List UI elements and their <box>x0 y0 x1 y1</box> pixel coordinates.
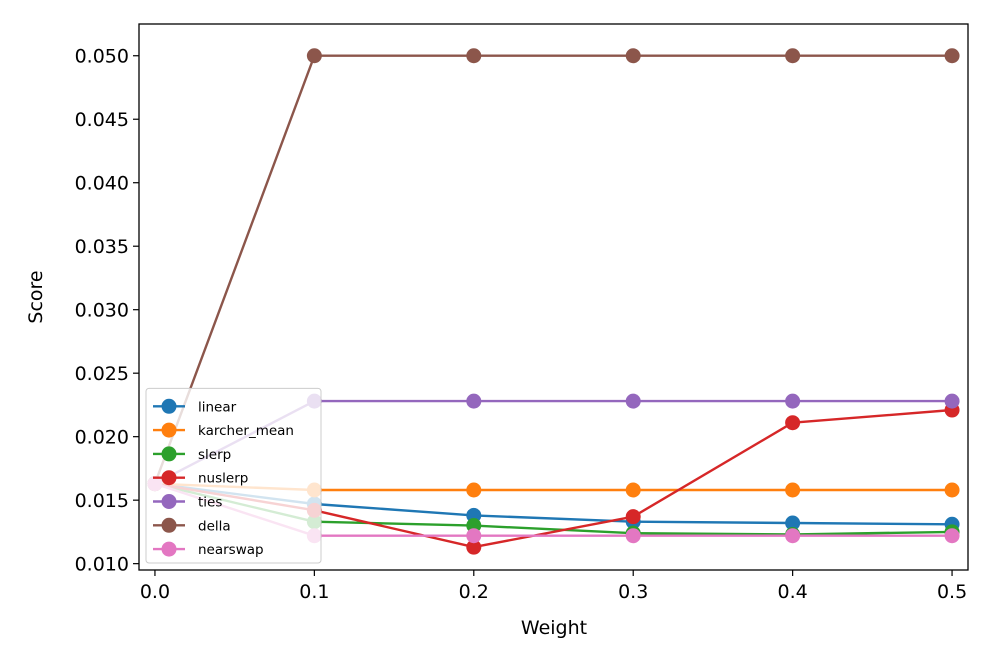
legend-marker <box>161 470 177 486</box>
data-point <box>785 48 801 64</box>
legend-label: karcher_mean <box>198 423 294 439</box>
x-axis: 0.0 0.1 0.2 0.3 0.4 0.5 <box>140 570 967 603</box>
y-axis: 0.010 0.015 0.020 0.025 0.030 0.035 0.040 0.045… <box>75 46 139 576</box>
data-point <box>944 482 960 498</box>
y-tick-label: 0.010 <box>75 554 129 576</box>
data-point <box>625 48 641 64</box>
data-point <box>785 515 801 531</box>
x-tick-label: 0.4 <box>778 581 808 603</box>
y-tick-label: 0.035 <box>75 236 129 258</box>
data-point <box>944 48 960 64</box>
data-point <box>625 509 641 525</box>
legend-label: ties <box>198 495 222 511</box>
legend-entry: slerp <box>153 446 231 463</box>
y-tick-label: 0.030 <box>75 300 129 322</box>
x-axis-title: Weight <box>521 617 587 639</box>
data-point <box>466 482 482 498</box>
legend-label: nearswap <box>198 542 264 558</box>
data-point <box>306 48 322 64</box>
data-point <box>466 393 482 409</box>
data-point <box>466 528 482 544</box>
y-tick-label: 0.015 <box>75 490 129 512</box>
legend-marker <box>161 446 177 462</box>
legend-entry: nearswap <box>153 541 264 558</box>
data-point <box>466 48 482 64</box>
data-point <box>625 393 641 409</box>
legend-entry: nuslerp <box>153 470 248 487</box>
legend-entry: della <box>153 517 231 534</box>
legend-marker <box>161 398 177 414</box>
data-point <box>944 528 960 544</box>
data-point <box>785 528 801 544</box>
y-tick-label: 0.050 <box>75 46 129 68</box>
data-point <box>466 539 482 555</box>
x-tick-label: 0.2 <box>459 581 489 603</box>
y-tick-label: 0.025 <box>75 363 129 385</box>
data-point <box>785 393 801 409</box>
data-point <box>944 393 960 409</box>
data-point <box>625 482 641 498</box>
series-line <box>153 54 953 485</box>
y-tick-label: 0.045 <box>75 109 129 131</box>
legend-label: slerp <box>198 447 231 463</box>
legend-marker <box>161 517 177 533</box>
legend-entry: karcher_mean <box>153 422 294 439</box>
x-tick-label: 0.0 <box>140 581 170 603</box>
y-tick-label: 0.020 <box>75 427 129 449</box>
legend-label: nuslerp <box>198 471 248 487</box>
legend-marker <box>161 422 177 438</box>
data-point <box>625 528 641 544</box>
data-point <box>785 415 801 431</box>
legend-marker <box>161 541 177 557</box>
axes-frame <box>138 23 969 571</box>
x-tick-label: 0.3 <box>618 581 648 603</box>
legend-label: linear <box>198 399 237 415</box>
legend-entry: linear <box>153 398 237 415</box>
legend-entry: ties <box>153 494 222 511</box>
y-tick-label: 0.040 <box>75 173 129 195</box>
data-point <box>785 482 801 498</box>
legend-marker <box>161 494 177 509</box>
x-tick-label: 0.1 <box>299 581 329 603</box>
legend-box <box>145 387 322 564</box>
legend-label: della <box>198 518 231 534</box>
y-axis-title: Score <box>25 270 47 323</box>
x-tick-label: 0.5 <box>937 581 967 603</box>
